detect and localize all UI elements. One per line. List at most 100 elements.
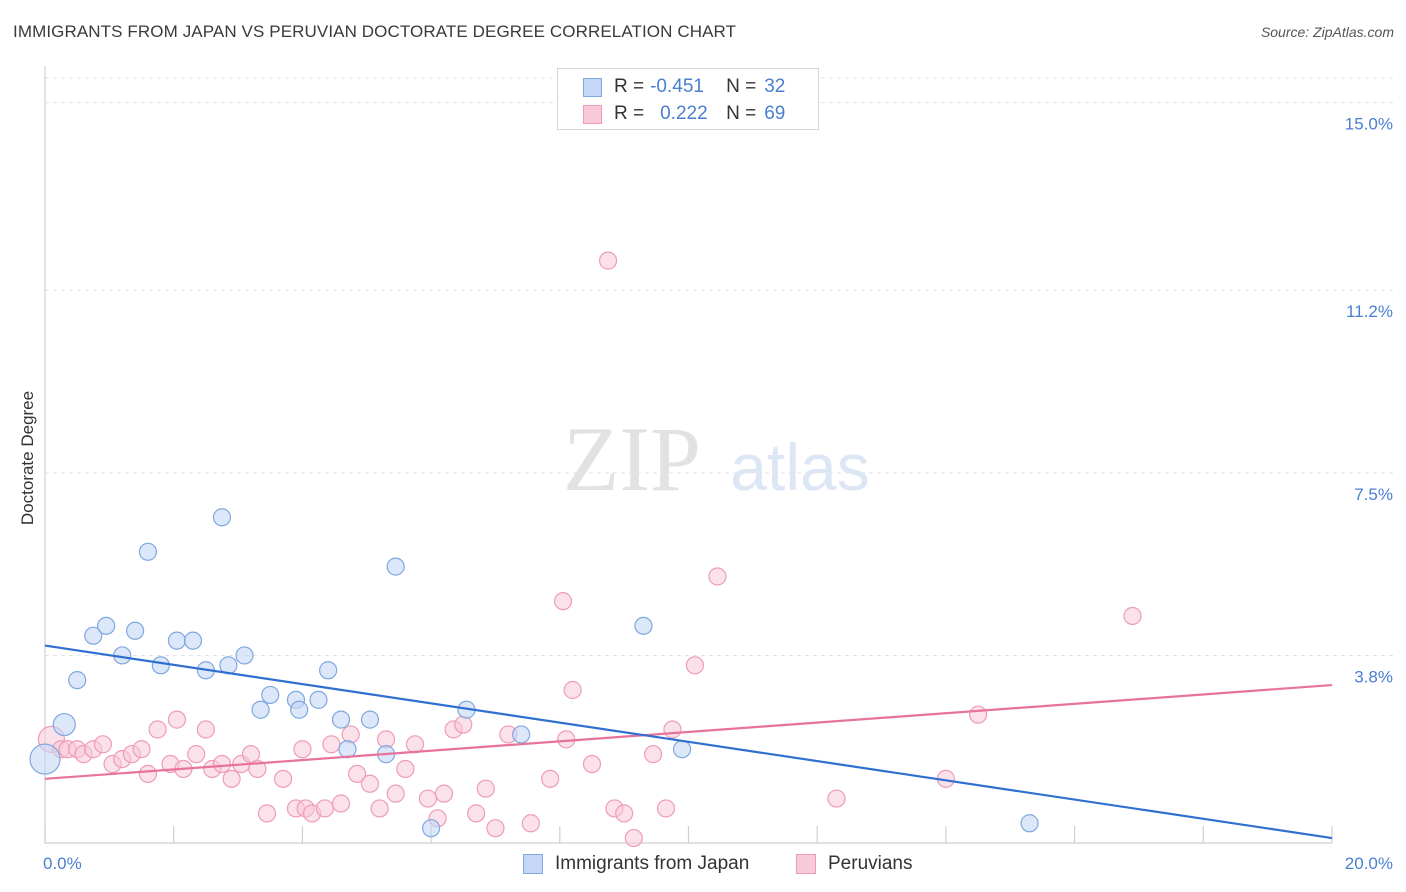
watermark-zip: ZIP xyxy=(563,408,701,510)
peruvians-point xyxy=(968,705,988,724)
peruvians-point xyxy=(315,799,335,818)
axes xyxy=(44,66,1333,844)
series-immigrants-from-japan xyxy=(29,508,1039,838)
peruvians-point xyxy=(827,789,846,808)
peruvians-point xyxy=(396,759,415,779)
peruvians-point xyxy=(360,774,380,793)
source-note: Source: ZipAtlas.com xyxy=(1260,24,1394,40)
peruvians-point xyxy=(656,799,676,818)
japan-point xyxy=(319,661,338,680)
axis-labels: 3.8% 7.5% 11.2% 15.0% 0.0% 20.0% Doctorate Deg… xyxy=(18,115,1393,873)
peruvians-point xyxy=(582,754,602,774)
peruvians-point xyxy=(624,828,643,848)
peruvians-point xyxy=(196,720,215,739)
legend-swatch-japan xyxy=(583,77,602,97)
legend-r-value: -0.451 xyxy=(650,76,704,97)
series-peruvians xyxy=(37,251,1142,848)
watermark-atlas: atlas xyxy=(730,430,869,504)
peruvians-point xyxy=(370,799,389,818)
japan-point xyxy=(29,743,61,775)
peruvians-point xyxy=(293,740,312,759)
peruvians-point xyxy=(434,784,454,803)
japan-point xyxy=(360,710,380,729)
y-tick-label: 7.5% xyxy=(1354,485,1393,504)
bottom-legend-peruvians[interactable]: Peruvians xyxy=(796,850,913,878)
peruvians-point xyxy=(341,725,360,744)
japan-point xyxy=(151,656,170,675)
bottom-legend-swatch-japan xyxy=(523,854,543,874)
peruvians-point xyxy=(167,710,187,729)
y-tick-label: 15.0% xyxy=(1345,115,1393,134)
japan-point xyxy=(138,542,158,561)
japan-point xyxy=(97,616,116,635)
peruvians-point xyxy=(273,769,293,788)
x-tick-label: 0.0% xyxy=(43,854,82,873)
peruvians-point xyxy=(331,794,351,813)
legend-row-peruvians: R = 0.222 N = 69 xyxy=(583,101,785,127)
peruvians-point xyxy=(708,567,727,586)
peruvians-point xyxy=(486,819,505,838)
legend-r-value: 0.222 xyxy=(660,103,708,124)
japan-trend-line xyxy=(44,644,1333,840)
peruvians-point xyxy=(257,804,277,823)
peruvians-trend-line xyxy=(44,683,1333,780)
legend-n-value: 69 xyxy=(764,103,786,124)
peruvians-point xyxy=(454,715,473,734)
japan-point xyxy=(672,740,692,759)
japan-point xyxy=(422,819,441,838)
japan-point xyxy=(235,646,254,665)
legend-swatch-peruvians xyxy=(583,104,602,124)
japan-point xyxy=(386,557,405,576)
peruvians-point xyxy=(1123,606,1142,626)
y-axis-title: Doctorate Degree xyxy=(18,391,37,525)
peruvians-point xyxy=(418,789,437,808)
peruvians-point xyxy=(405,735,425,754)
correlation-legend: R = -0.451 N = 32 R = 0.222 N = 69 xyxy=(557,68,819,130)
legend-n-label: N = xyxy=(726,76,757,97)
peruvians-point xyxy=(644,745,663,764)
peruvians-point xyxy=(598,251,618,270)
bottom-legend-swatch-peruvians xyxy=(796,854,816,874)
y-tick-label: 3.8% xyxy=(1354,667,1393,686)
peruvians-point xyxy=(541,769,560,788)
peruvians-point xyxy=(187,745,206,764)
peruvians-point xyxy=(132,740,151,759)
y-tick-label: 11.2% xyxy=(1346,302,1393,321)
japan-point xyxy=(1020,814,1039,833)
peruvians-point xyxy=(467,804,486,823)
japan-point xyxy=(167,631,187,650)
japan-point xyxy=(338,740,357,759)
x-tick-label: 20.0% xyxy=(1345,854,1393,873)
legend-row-japan: R = -0.451 N = 32 xyxy=(583,74,785,100)
peruvians-point xyxy=(685,656,705,675)
japan-point xyxy=(261,685,280,705)
bottom-legend-label-peruvians: Peruvians xyxy=(828,853,913,874)
bottom-legend-label-japan: Immigrants from Japan xyxy=(555,853,750,874)
chart-title: IMMIGRANTS FROM JAPAN VS PERUVIAN DOCTOR… xyxy=(13,22,737,41)
japan-point xyxy=(331,710,351,729)
japan-point xyxy=(125,621,145,640)
japan-point xyxy=(212,508,232,527)
peruvians-point xyxy=(212,754,232,774)
peruvians-point xyxy=(386,784,405,803)
peruvians-point xyxy=(615,804,634,823)
legend-n-value: 32 xyxy=(764,76,786,97)
japan-point xyxy=(512,725,531,744)
peruvians-point xyxy=(93,735,113,754)
japan-point xyxy=(634,616,653,635)
trend-lines xyxy=(44,644,1333,840)
legend-r-label: R = xyxy=(614,76,645,97)
peruvians-point xyxy=(663,720,682,739)
japan-point xyxy=(183,631,203,650)
japan-point xyxy=(84,626,103,645)
peruvians-point xyxy=(476,779,495,798)
bottom-legend-japan[interactable]: Immigrants from Japan xyxy=(523,850,749,878)
peruvians-point xyxy=(148,720,167,739)
legend-r-label: R = xyxy=(614,103,645,124)
japan-point xyxy=(251,700,270,719)
legend-n-label: N = xyxy=(726,103,757,124)
peruvians-point xyxy=(222,769,241,788)
peruvians-point xyxy=(322,735,341,754)
peruvians-point xyxy=(347,764,367,784)
